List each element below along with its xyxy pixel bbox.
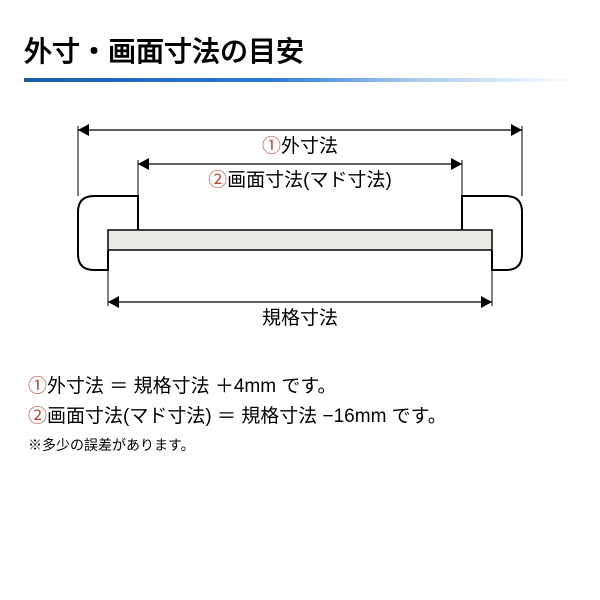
svg-text:①外寸法: ①外寸法 <box>262 135 338 157</box>
circ-1: ① <box>28 376 47 397</box>
page-title: 外寸・画面寸法の目安 <box>24 30 576 70</box>
note-small: ※多少の誤差があります。 <box>28 435 572 455</box>
title-underline <box>24 78 576 82</box>
circ-2: ② <box>28 406 47 427</box>
note-2-text: 画面寸法(マド寸法) ＝ 規格寸法 −16mm です。 <box>47 406 447 427</box>
note-line-2: ②画面寸法(マド寸法) ＝ 規格寸法 −16mm です。 <box>28 402 572 432</box>
note-1-text: 外寸法 ＝ 規格寸法 ＋4mm です。 <box>47 376 336 397</box>
dimension-diagram: ①外寸法 ②画面寸法(マド寸法) 規格寸法 <box>30 112 570 342</box>
svg-text:規格寸法: 規格寸法 <box>262 307 338 329</box>
note-line-1: ①外寸法 ＝ 規格寸法 ＋4mm です。 <box>28 372 572 402</box>
svg-text:②画面寸法(マド寸法): ②画面寸法(マド寸法) <box>208 169 392 191</box>
notes-block: ①外寸法 ＝ 規格寸法 ＋4mm です。 ②画面寸法(マド寸法) ＝ 規格寸法 … <box>24 372 576 455</box>
